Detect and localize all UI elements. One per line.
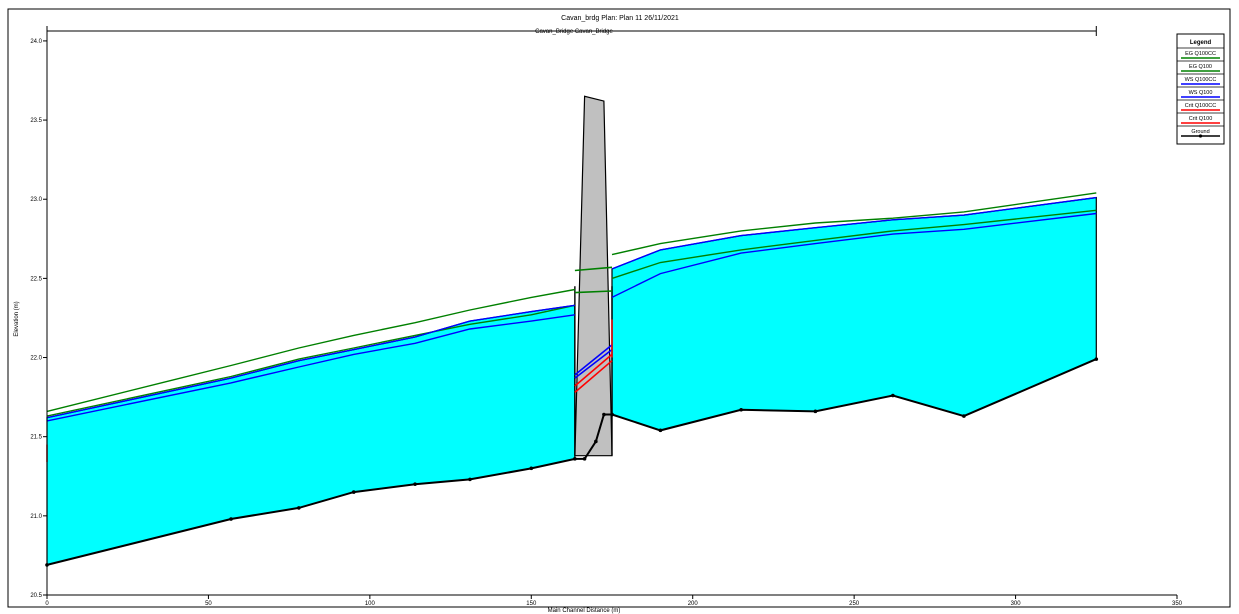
y-tick-label: 23.0 [30,197,42,203]
x-tick-label: 0 [45,601,49,607]
axes-layer: 0 50 100 150 200 250 300 350 20.5 21.0 21.5 22.0 22.… [30,26,1183,607]
ground-point [1094,357,1099,361]
chart-subtitle: Cavan_Bridge Cavan_Bridge [535,29,613,35]
legend: Legend EG Q100CC EG Q100 WS Q100CC WS Q100 C… [1176,33,1225,145]
bridge-segment-3 [574,360,613,394]
series-line-4 [46,304,576,419]
y-tick-label: 22.5 [30,276,42,282]
x-tick-label: 250 [849,601,860,607]
ground-point [468,477,472,482]
x-tick-label: 200 [688,601,699,607]
series-layer [45,192,1099,567]
ground-point [658,428,663,433]
y-tick-label: 21.5 [30,435,42,441]
ground-point [529,466,534,471]
x-axis-label: Main Channel Distance (m) [548,608,621,614]
y-tick-label: 20.5 [30,593,42,599]
ground-line-0 [46,413,612,566]
ground-point [602,412,606,417]
series-line-3 [611,209,1097,280]
bridge-segment-2 [574,353,613,387]
ground-point [351,490,356,494]
series-line-5 [611,196,1097,270]
series-line-0 [46,288,576,413]
ground-point [229,517,233,521]
bridge-deck [574,95,613,457]
x-tick-label: 350 [1172,601,1183,607]
y-tick-label: 23.5 [30,118,42,124]
ground-point [891,393,895,398]
x-tick-label: 300 [1011,601,1022,607]
x-tick-label: 150 [526,601,537,607]
y-tick-label: 21.0 [30,514,42,520]
y-tick-label: 24.0 [30,39,42,45]
x-tick-label: 100 [365,601,376,607]
legend-marker [1198,134,1203,138]
y-tick-label: 22.0 [30,356,42,362]
legend-label: Ground [1191,129,1209,135]
y-axis-label: Elevation (m) [14,301,20,336]
x-tick-label: 50 [205,601,212,607]
legend-label: Crit Q100CC [1185,103,1217,109]
ground-point [573,457,577,461]
ground-point [297,506,301,510]
ground-point [813,409,818,414]
ground-point [610,412,614,417]
legend-label: WS Q100CC [1185,77,1217,83]
series-line-1 [611,192,1097,256]
ground-point [962,414,966,418]
ground-point [582,457,587,461]
legend-title: Legend [1190,40,1212,46]
ground-point [413,482,417,486]
bridge-layer [574,95,613,457]
ground-point [739,407,743,412]
bridge-segment-1 [574,348,613,379]
series-line-2 [46,304,576,417]
bridge-segment-5 [574,290,613,294]
legend-label: Crit Q100 [1189,116,1213,122]
series-line-6 [46,314,576,422]
ground-point [594,439,598,444]
bridge-segment-0 [574,344,613,376]
legend-label: EG Q100 [1189,64,1212,70]
series-line-7 [611,212,1097,299]
chart-title: Cavan_brdg Plan: Plan 11 26/11/2021 [561,15,679,22]
legend-label: WS Q100 [1189,90,1213,96]
bridge-segment-4 [574,266,613,272]
legend-label: EG Q100CC [1185,51,1216,57]
